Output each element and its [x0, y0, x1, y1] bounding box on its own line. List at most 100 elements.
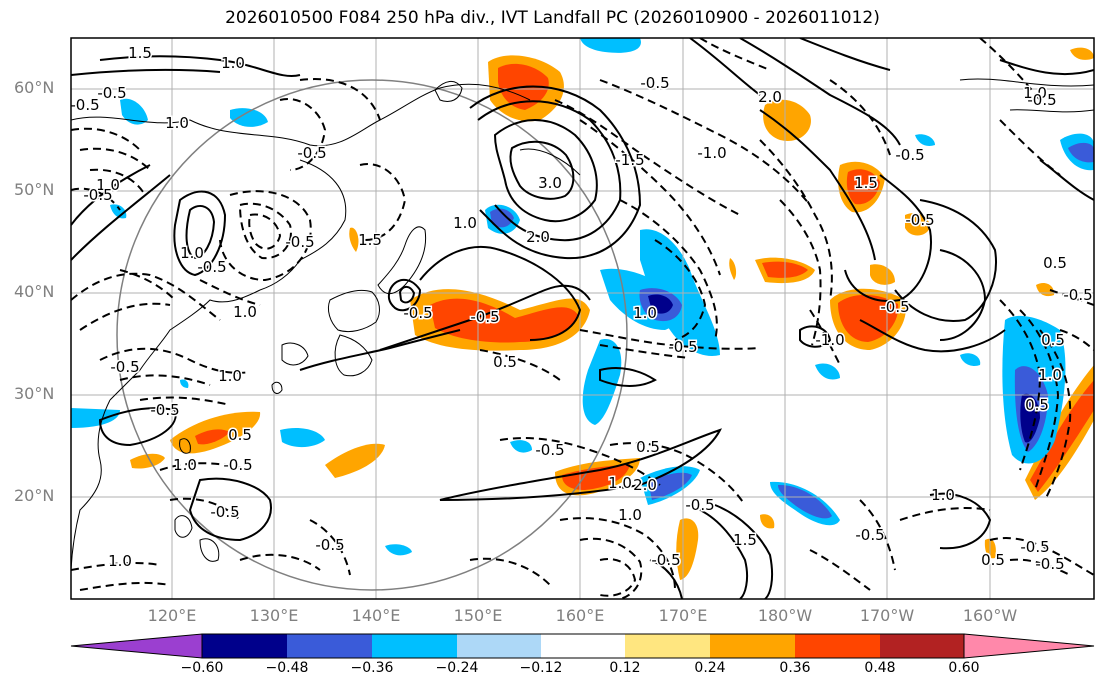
colorbar-tick-label: 0.12 — [609, 660, 641, 676]
positive-divergence-patch — [729, 258, 737, 280]
contour-label: -0.5 — [297, 144, 326, 162]
negative-divergence-patch — [1068, 142, 1094, 163]
positive-divergence-patch — [1070, 47, 1094, 60]
negative-divergence-patch — [648, 294, 673, 314]
colorbar-bin — [625, 634, 710, 658]
lon-label-170e: 170°E — [658, 606, 708, 625]
positive-divergence-patch — [130, 453, 165, 469]
contour-label: 1.0 — [1023, 84, 1047, 102]
contour-label: -0.5 — [685, 496, 714, 514]
contour-label: -0.5 — [210, 503, 239, 521]
lon-label-160w: 160°W — [962, 606, 1018, 625]
colorbar-bin — [880, 634, 964, 658]
contour-label: 1.0 — [180, 244, 204, 262]
negative-divergence-patch — [960, 353, 981, 366]
contour-label: -0.5 — [197, 258, 226, 276]
contour-label: 1.0 — [96, 176, 120, 194]
coastlines — [71, 78, 1094, 571]
negative-divergence-patch — [385, 544, 412, 556]
contour-label: -0.5 — [668, 338, 697, 356]
contour-label: 1.0 — [633, 304, 657, 322]
colorbar-tick-label: 0.48 — [864, 660, 896, 676]
contour-label: 0.5 — [1025, 396, 1049, 414]
negative-divergence-patch — [1020, 393, 1040, 443]
negative-divergence-patch — [490, 208, 514, 228]
contour-label: -1.0 — [815, 331, 844, 349]
lon-label-150e: 150°E — [453, 606, 503, 625]
contour-label: 1.0 — [931, 486, 955, 504]
colorbar-tick-label: 0.24 — [694, 660, 726, 676]
lat-label-30n: 30°N — [14, 384, 55, 403]
colorbar-tick-label: −0.48 — [265, 660, 309, 676]
lon-label-160e: 160°E — [555, 606, 605, 625]
positive-divergence-patch — [838, 294, 899, 342]
colorbar-bin — [457, 634, 541, 658]
contour-label: -0.5 — [905, 211, 934, 229]
contour-label: -0.5 — [285, 233, 314, 251]
contour-label: 1.5 — [854, 174, 878, 192]
contour-label: 1.5 — [733, 531, 757, 549]
map-frame — [70, 37, 1095, 600]
colorbar-tick-label: −0.36 — [350, 660, 394, 676]
lon-label-170w: 170°W — [859, 606, 915, 625]
contour-label: 1.0 — [108, 552, 132, 570]
contour-label: 0.5 — [228, 426, 252, 444]
contour-label: 1.0 — [453, 214, 477, 232]
positive-divergence-patch — [676, 518, 699, 580]
graticule — [71, 38, 1094, 599]
contour-label: 0.5 — [1041, 331, 1065, 349]
contour-label: -0.5 — [1027, 91, 1056, 109]
lat-label-20n: 20°N — [14, 486, 55, 505]
contour-label: -0.5 — [855, 526, 884, 544]
colorbar-bin — [541, 634, 625, 658]
negative-ivt-contours — [71, 38, 1094, 599]
positive-divergence-patch — [195, 429, 230, 445]
lat-label-50n: 50°N — [14, 180, 55, 199]
lon-label-180w: 180°W — [757, 606, 813, 625]
contour-label: -0.5 — [110, 358, 139, 376]
lon-label-140e: 140°E — [351, 606, 401, 625]
contour-label: -0.5 — [1063, 286, 1092, 304]
positive-divergence-patch — [870, 264, 895, 285]
contour-label: 1.0 — [233, 303, 257, 321]
positive-divergence-patch — [1030, 380, 1094, 492]
contour-label: 2.0 — [633, 476, 657, 494]
colorbar-bin — [710, 634, 795, 658]
colorbar-tick-label: −0.60 — [180, 660, 224, 676]
lon-label-130e: 130°E — [249, 606, 299, 625]
contour-label: -1.0 — [697, 144, 726, 162]
negative-divergence-patch — [648, 472, 692, 500]
contour-labels: 1.51.0-0.5-0.51.0-0.51.0-0.51.0-0.53.01.… — [70, 43, 1094, 575]
colorbar-bin — [372, 634, 457, 658]
contour-label: 1.0 — [221, 54, 245, 72]
contour-label: 0.5 — [636, 438, 660, 456]
negative-divergence-patch — [582, 339, 622, 425]
contour-label: -0.5 — [895, 146, 924, 164]
negative-divergence-patch — [280, 428, 325, 448]
lon-label-120e: 120°E — [147, 606, 197, 625]
contour-label: 1.5 — [358, 231, 382, 249]
colorbar-tick-label: 0.60 — [948, 660, 980, 676]
colorbar-extend-high — [963, 633, 1095, 659]
colorbar-bin — [795, 634, 880, 658]
positive-divergence-patch — [763, 99, 811, 141]
contour-label: 1.0 — [218, 367, 242, 385]
contour-label: -0.5 — [1035, 555, 1064, 573]
contour-label: -0.5 — [223, 456, 252, 474]
negative-divergence-patch — [778, 484, 832, 519]
contour-label: 1.0 — [1038, 366, 1062, 384]
contour-label: 1.0 — [608, 474, 632, 492]
contour-label: -0.5 — [1020, 538, 1049, 556]
colorbar-tick-label: −0.12 — [519, 660, 563, 676]
lat-label-40n: 40°N — [14, 282, 55, 301]
contour-label: -0.5 — [535, 441, 564, 459]
contour-label: -0.5 — [150, 401, 179, 419]
contour-label: 2.0 — [526, 228, 550, 246]
colorbar-tick-label: −0.24 — [435, 660, 479, 676]
contour-label: 1.0 — [618, 506, 642, 524]
contour-label: 3.0 — [538, 174, 562, 192]
colorbar-bin — [287, 634, 372, 658]
negative-divergence-patch — [180, 379, 189, 388]
contour-label: -0.5 — [70, 96, 99, 114]
